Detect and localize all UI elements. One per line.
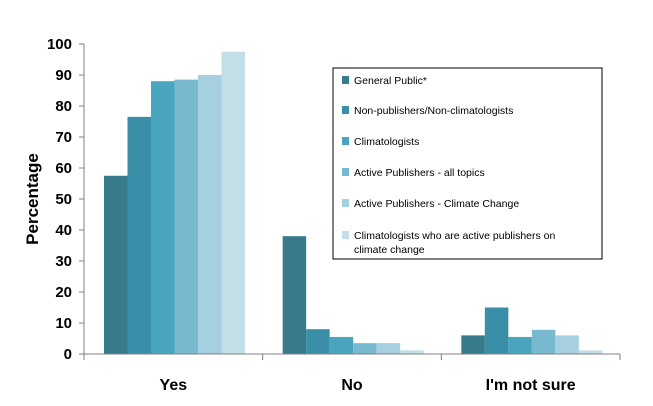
legend-box bbox=[332, 67, 603, 260]
x-category-label: I'm not sure bbox=[486, 377, 576, 394]
bar bbox=[127, 116, 151, 354]
legend-swatch bbox=[342, 168, 349, 176]
bar bbox=[174, 79, 198, 355]
bar bbox=[531, 329, 556, 354]
y-tick-label: 90 bbox=[55, 67, 72, 84]
y-tick-label: 40 bbox=[55, 222, 72, 239]
legend-label: Active Publishers - all topics bbox=[354, 167, 485, 179]
legend-label: Non-publishers/Non-climatologists bbox=[354, 105, 513, 117]
y-tick-label: 70 bbox=[55, 129, 72, 146]
bar bbox=[329, 336, 354, 354]
legend-swatch bbox=[342, 76, 349, 84]
y-tick-label: 30 bbox=[55, 253, 72, 270]
bar bbox=[508, 336, 532, 354]
y-tick-label: 50 bbox=[55, 191, 72, 208]
legend-label: General Public* bbox=[354, 75, 427, 87]
bar bbox=[221, 51, 245, 354]
legend-swatch bbox=[342, 231, 349, 239]
y-tick-label: 60 bbox=[55, 160, 72, 177]
bars bbox=[104, 51, 603, 355]
y-tick-label: 0 bbox=[64, 346, 72, 363]
y-tick-label: 10 bbox=[55, 315, 72, 332]
bar bbox=[578, 350, 603, 354]
legend-label: Climatologists bbox=[354, 136, 419, 148]
bar bbox=[306, 329, 330, 354]
bar bbox=[376, 343, 401, 354]
bar bbox=[461, 335, 485, 354]
y-tick-label: 80 bbox=[55, 98, 72, 115]
legend-swatch bbox=[342, 137, 349, 145]
bar bbox=[151, 81, 175, 354]
x-category-label: Yes bbox=[160, 377, 188, 394]
y-tick-label: 100 bbox=[47, 36, 72, 53]
legend-swatch bbox=[342, 199, 349, 207]
bar bbox=[555, 335, 579, 354]
legend: General Public* Non-publishers/Non-climat… bbox=[332, 67, 603, 260]
y-axis-ticks: 0 10 20 30 40 50 60 70 80 90 100 bbox=[47, 36, 84, 363]
bar bbox=[353, 343, 377, 354]
bar bbox=[400, 350, 424, 354]
y-axis-label: Percentage bbox=[23, 153, 42, 245]
bar bbox=[484, 307, 509, 354]
y-tick-label: 20 bbox=[55, 284, 72, 301]
bar bbox=[282, 236, 307, 354]
bar bbox=[104, 175, 128, 354]
legend-swatch bbox=[342, 106, 349, 114]
legend-label: Climatologists who are active publishers… bbox=[354, 230, 556, 256]
legend-label: Active Publishers - Climate Change bbox=[354, 198, 519, 210]
x-axis-category-labels: Yes No I'm not sure bbox=[83, 354, 621, 394]
bar bbox=[198, 75, 222, 354]
x-category-label: No bbox=[341, 377, 363, 394]
